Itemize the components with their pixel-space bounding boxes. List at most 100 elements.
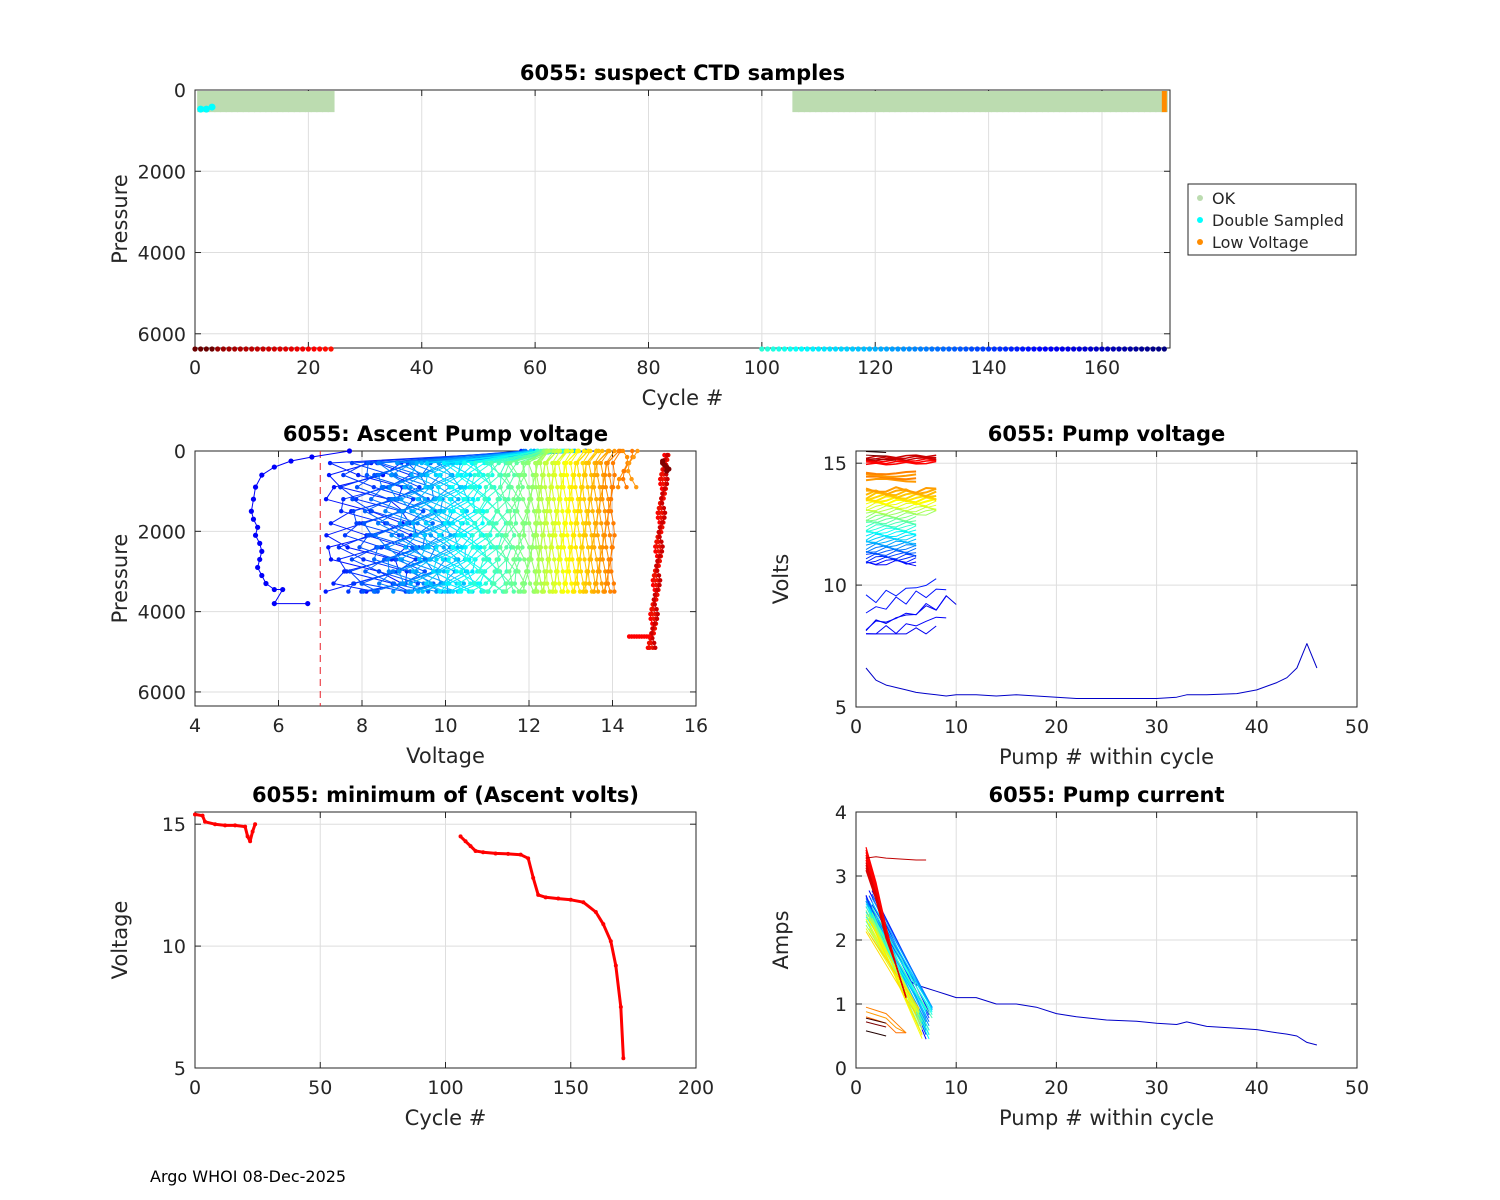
profile-point xyxy=(621,468,627,474)
profile-point xyxy=(376,472,381,478)
ok-sample-band xyxy=(1115,91,1123,113)
profile-point xyxy=(585,484,590,490)
profile-point xyxy=(481,472,486,478)
profile-point xyxy=(553,533,558,538)
profile-point xyxy=(578,509,583,514)
ok-sample-band xyxy=(962,91,970,113)
profile-point xyxy=(588,557,594,562)
profile-point xyxy=(450,521,456,526)
ok-sample-band xyxy=(837,91,845,113)
ok-sample-band xyxy=(1132,91,1140,113)
profile-point xyxy=(492,589,498,594)
profile-point xyxy=(620,448,626,454)
profile-point xyxy=(591,533,597,538)
cycle-color-marker xyxy=(861,346,867,352)
profile-point xyxy=(309,454,315,460)
profile-point xyxy=(550,589,555,594)
profile-point xyxy=(660,544,665,549)
profile-point xyxy=(441,460,447,466)
data-layer xyxy=(192,91,1168,352)
profile-point xyxy=(497,569,502,574)
cycle-color-marker xyxy=(249,346,255,352)
profile-point xyxy=(598,460,604,466)
ok-sample-band xyxy=(809,91,817,113)
x-tick-label: 16 xyxy=(684,715,708,737)
profile-point xyxy=(349,557,355,562)
min-voltage-point xyxy=(243,824,248,829)
profile-point xyxy=(558,557,563,562)
cycle-color-marker xyxy=(912,346,918,352)
profile-point xyxy=(409,589,415,594)
cycle-color-marker xyxy=(198,346,204,352)
legend-label: OK xyxy=(1212,189,1236,208)
profile-point xyxy=(610,545,615,550)
profile-point xyxy=(527,581,533,586)
profile-point xyxy=(536,496,541,502)
profile-point xyxy=(520,472,526,478)
profile-point xyxy=(555,484,560,490)
pump-voltage-line xyxy=(865,475,917,481)
profile-point xyxy=(456,496,461,502)
profile-point xyxy=(341,472,346,478)
ok-sample-band xyxy=(849,91,857,113)
profile-point xyxy=(591,589,597,594)
profile-point xyxy=(328,521,334,526)
y-tick-label: 10 xyxy=(162,936,186,958)
profile-point xyxy=(655,568,660,573)
y-tick-label: 0 xyxy=(174,80,186,102)
min-voltage-point xyxy=(250,829,255,834)
cycle-color-marker xyxy=(1133,346,1139,352)
profile-point xyxy=(588,496,594,502)
footer-text: Argo WHOI 08-Dec-2025 xyxy=(150,1167,346,1186)
ok-sample-band xyxy=(202,91,210,113)
profile-point xyxy=(257,540,263,546)
profile-point xyxy=(660,472,666,477)
profile-point xyxy=(495,509,501,514)
ok-sample-band xyxy=(1053,91,1061,113)
profile-point xyxy=(520,581,525,586)
profile-point xyxy=(660,458,666,464)
profile-point xyxy=(504,557,509,562)
profile-point xyxy=(515,484,521,490)
pump-current-line xyxy=(865,870,907,998)
cycle-color-marker xyxy=(810,346,816,352)
profile-point xyxy=(652,640,657,646)
profile-point xyxy=(472,557,477,562)
profile-point xyxy=(450,545,455,550)
profile-point xyxy=(655,515,661,520)
profile-point xyxy=(557,448,563,454)
profile-point xyxy=(252,484,259,490)
cycle-color-marker xyxy=(1042,346,1048,352)
profile-point xyxy=(424,521,429,526)
profile-point xyxy=(605,460,610,466)
profile-point xyxy=(470,545,475,550)
profile-point xyxy=(448,509,453,514)
ok-sample-band xyxy=(820,91,828,113)
profile-point xyxy=(592,545,597,550)
pump-voltage-line xyxy=(865,616,947,635)
min-voltage-point xyxy=(518,852,523,857)
profile-point xyxy=(552,521,558,526)
profile-point xyxy=(385,557,391,562)
profile-point xyxy=(594,581,599,586)
profile-point xyxy=(512,533,517,538)
cycle-color-marker xyxy=(827,346,833,352)
profile-point xyxy=(456,533,462,538)
cycle-color-marker xyxy=(895,346,901,352)
profile-point xyxy=(529,557,534,562)
cycle-color-marker xyxy=(929,346,935,352)
profile-point xyxy=(248,508,254,514)
profile-point xyxy=(373,533,378,538)
ok-sample-band xyxy=(990,91,998,113)
cycle-color-marker xyxy=(951,346,958,352)
ok-sample-band xyxy=(803,91,811,113)
cycle-color-marker xyxy=(226,346,232,352)
profile-point xyxy=(470,533,475,538)
ok-sample-band xyxy=(871,91,879,113)
profile-point xyxy=(586,509,591,514)
profile-point xyxy=(655,558,660,564)
profile-point xyxy=(580,460,585,466)
profile-point xyxy=(657,578,663,583)
profile-point xyxy=(324,533,329,538)
profile-point xyxy=(454,569,459,574)
